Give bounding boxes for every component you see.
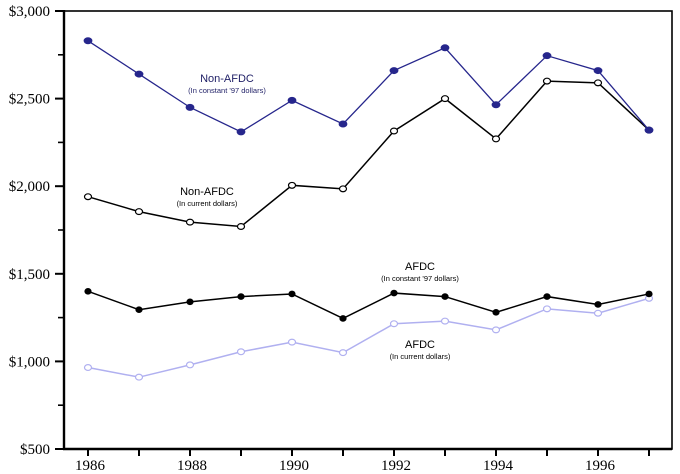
x-tick-label: 1996 <box>585 458 616 474</box>
data-point <box>83 193 93 201</box>
x-axis: 1986 1988 1990 1992 1994 1996 <box>75 449 650 474</box>
plot-border <box>63 10 673 450</box>
data-point <box>389 127 399 135</box>
annotation-sublabel: (In current dollars) <box>390 352 451 361</box>
data-point <box>185 361 195 369</box>
data-point <box>135 306 143 314</box>
data-point <box>593 309 603 317</box>
data-point <box>185 218 195 226</box>
series-line <box>87 297 650 378</box>
y-tick-label: $2,000 <box>9 179 50 195</box>
data-point <box>390 289 398 297</box>
annotation-label: Non-AFDC <box>200 73 254 85</box>
series-line <box>87 40 650 133</box>
data-point <box>492 309 500 316</box>
series-annotation: Non-AFDC(In constant '97 dollars) <box>188 73 266 95</box>
annotation-label: AFDC <box>405 339 435 351</box>
x-tick-label: 1994 <box>483 458 514 474</box>
x-tick-label: 1992 <box>381 458 411 474</box>
x-tick-label: 1988 <box>177 458 207 474</box>
data-point <box>441 293 449 300</box>
data-point <box>236 128 246 136</box>
y-axis: $3,000 $2,500 $2,000 $1,500 $1,000 $500 <box>9 4 64 458</box>
y-tick-label: $1,000 <box>9 354 50 370</box>
plot-frame <box>62 10 673 451</box>
x-tick-label: 1990 <box>279 458 309 474</box>
annotation-sublabel: (In constant '97 dollars) <box>381 274 459 283</box>
data-point <box>338 120 348 128</box>
series-1 <box>83 77 654 230</box>
data-point <box>491 326 501 334</box>
data-point <box>134 70 144 78</box>
data-point <box>287 96 297 104</box>
data-point <box>389 320 399 328</box>
data-point <box>440 317 450 325</box>
data-point <box>237 293 245 300</box>
annotation-label: AFDC <box>405 261 435 273</box>
series-line <box>87 290 650 320</box>
data-point <box>287 338 297 346</box>
series-annotation: AFDC(In current dollars) <box>390 339 451 361</box>
data-point <box>83 364 93 372</box>
series-annotation: Non-AFDC(In current dollars) <box>177 186 238 208</box>
data-point <box>645 290 653 298</box>
data-point <box>339 315 347 322</box>
y-tick-label: $500 <box>20 442 50 458</box>
data-point <box>287 181 297 189</box>
series-0 <box>83 37 654 136</box>
annotation-sublabel: (In constant '97 dollars) <box>188 86 266 95</box>
annotation-label: Non-AFDC <box>180 186 234 198</box>
data-point <box>236 348 246 356</box>
data-point <box>288 290 296 298</box>
data-point <box>440 95 450 103</box>
annotation-sublabel: (In current dollars) <box>177 199 238 208</box>
x-tick-label: 1986 <box>75 458 106 474</box>
data-point <box>83 37 93 45</box>
y-tick-label: $3,000 <box>9 4 50 20</box>
data-point <box>236 222 246 230</box>
data-point <box>491 135 501 143</box>
data-point <box>389 67 399 75</box>
data-point <box>186 298 194 306</box>
y-tick-label: $2,500 <box>9 92 50 108</box>
data-point <box>134 208 144 216</box>
data-point <box>542 77 552 85</box>
data-point <box>594 301 602 308</box>
data-point <box>338 185 348 193</box>
data-point <box>542 305 552 313</box>
data-point <box>593 79 603 87</box>
y-tick-label: $1,500 <box>9 267 50 283</box>
data-point <box>134 373 144 381</box>
series-3 <box>83 294 654 381</box>
data-point <box>440 44 450 52</box>
data-point <box>593 67 603 75</box>
series-2 <box>84 288 653 322</box>
data-point <box>84 288 92 295</box>
data-point <box>644 126 654 134</box>
data-point <box>542 52 552 60</box>
data-point <box>338 349 348 357</box>
data-point <box>185 103 195 111</box>
series-line <box>87 80 650 228</box>
data-point <box>543 293 551 300</box>
data-point <box>491 101 501 109</box>
series-annotation: AFDC(In constant '97 dollars) <box>381 261 459 283</box>
